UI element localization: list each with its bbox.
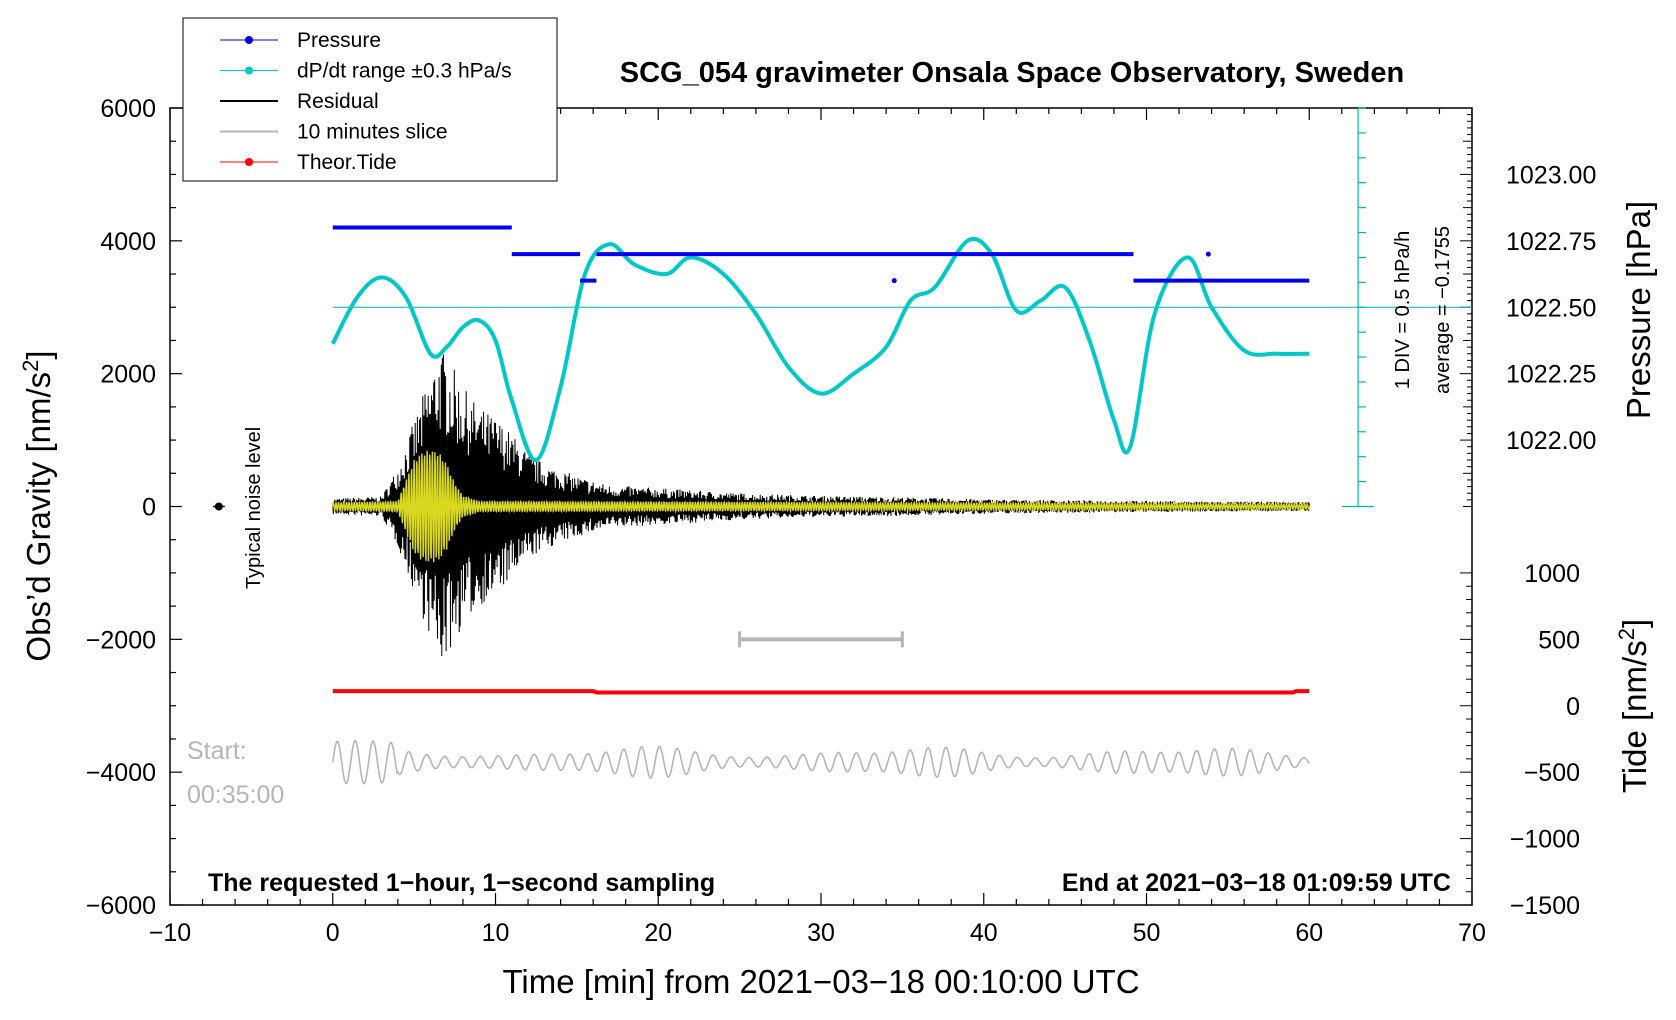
series-theor-tide [332, 689, 1310, 695]
x-tick-label: 10 [482, 919, 510, 947]
x-tick-label: 20 [644, 919, 672, 947]
pressure-tick-labels: 1022.00 1022.25 1022.50 1022.75 1023.00 [1506, 161, 1596, 455]
y-tick-label: 4000 [100, 228, 156, 256]
legend-label: Theor.Tide [297, 151, 397, 174]
start-label: Start: [187, 737, 247, 765]
pressure-tick-label: 1022.25 [1506, 361, 1596, 389]
end-time-note: End at 2021−03−18 01:09:59 UTC [1062, 869, 1451, 897]
x-tick-label: 70 [1458, 919, 1486, 947]
series-ten-minute-slice [332, 739, 1310, 785]
tide-tick-label: 500 [1538, 626, 1580, 654]
legend-swatch-dot [245, 66, 253, 75]
pressure-tick-label: 1022.50 [1506, 294, 1596, 322]
y-tick-label: 6000 [100, 95, 156, 123]
x-tick-label: −10 [149, 919, 191, 947]
filtered-trace [332, 450, 1310, 563]
legend: Pressure dP/dt range ±0.3 hPa/s Residual 10… [182, 17, 558, 182]
x-tick-labels: −10 0 10 20 30 40 50 60 70 [149, 919, 1486, 947]
tide-line [332, 689, 1310, 695]
tide-tick-label: −1500 [1510, 892, 1580, 920]
legend-label: dP/dt range ±0.3 hPa/s [297, 60, 512, 83]
legend-label: Residual [297, 90, 379, 113]
y-axis-title-tide: Tide [nm/s2] [1614, 619, 1653, 793]
dpdt-line [331, 236, 1310, 462]
y-axis-title-pressure: Pressure [hPa] [1620, 201, 1657, 419]
y-axis-title-left: Obs’d Gravity [nm/s2] [18, 350, 57, 661]
x-tick-label: 30 [807, 919, 835, 947]
tide-tick-label: 0 [1566, 693, 1580, 721]
tide-tick-label: 1000 [1524, 560, 1580, 588]
slice-wave [332, 739, 1310, 785]
y-axis-title-tide-sup: 2 [1614, 628, 1639, 640]
noise-label: Typical noise level [243, 427, 265, 589]
y-axis-title-left-end: ] [20, 350, 57, 359]
legend-label: Pressure [297, 29, 381, 52]
y-axis-title-tide-main: Tide [nm/s [1616, 640, 1653, 793]
tide-tick-label: −500 [1524, 759, 1580, 787]
dpdt-div-label: 1 DIV = 0.5 hPa/h [1392, 231, 1414, 389]
residual-trace [332, 354, 1310, 657]
series-dpdt [331, 236, 1310, 462]
start-time: 00:35:00 [187, 781, 284, 809]
pressure-dot [1205, 251, 1211, 257]
y-tick-label: 2000 [100, 361, 156, 389]
y-tick-labels: −6000 −4000 −2000 0 2000 4000 6000 [86, 95, 156, 920]
x-tick-label: 50 [1133, 919, 1161, 947]
y-tick-label: 0 [142, 494, 156, 522]
dpdt-average-label: average = −0.1755 [1432, 226, 1454, 394]
dpdt-scale: 1 DIV = 0.5 hPa/h average = −0.1755 [332, 107, 1472, 508]
tide-tick-label: −1000 [1510, 826, 1580, 854]
chart-title: SCG_054 gravimeter Onsala Space Observat… [620, 57, 1404, 89]
y-axis-title-tide-end: ] [1616, 619, 1653, 628]
x-tick-label: 0 [326, 919, 340, 947]
y-axis-title-left-main: Obs’d Gravity [nm/s [20, 372, 57, 662]
series-residual [332, 354, 1310, 657]
pressure-tick-label: 1022.00 [1506, 427, 1596, 455]
legend-label: 10 minutes slice [297, 121, 448, 144]
tide-tick-labels: −1500 −1000 −500 0 500 1000 [1510, 560, 1580, 920]
pressure-tick-label: 1022.75 [1506, 228, 1596, 256]
legend-box [182, 17, 558, 182]
noise-marker [212, 502, 225, 511]
slice-scale-bar [738, 631, 904, 648]
series-filtered-residual [332, 450, 1310, 563]
x-tick-label: 40 [970, 919, 998, 947]
y-tick-label: −4000 [86, 759, 156, 787]
noise-marker-dot [214, 502, 223, 511]
y-tick-label: −6000 [86, 892, 156, 920]
x-tick-label: 60 [1295, 919, 1323, 947]
pressure-tick-label: 1023.00 [1506, 161, 1596, 189]
series-pressure [332, 225, 1310, 284]
legend-swatch-dot [245, 36, 253, 44]
y-axis-title-left-sup: 2 [18, 360, 43, 372]
sampling-note: The requested 1−hour, 1−second sampling [208, 869, 715, 897]
y-tick-label: −2000 [86, 626, 156, 654]
pressure-dot [891, 278, 897, 284]
x-axis-title: Time [min] from 2021−03−18 00:10:00 UTC [502, 963, 1139, 1000]
legend-swatch-dot [245, 158, 253, 166]
